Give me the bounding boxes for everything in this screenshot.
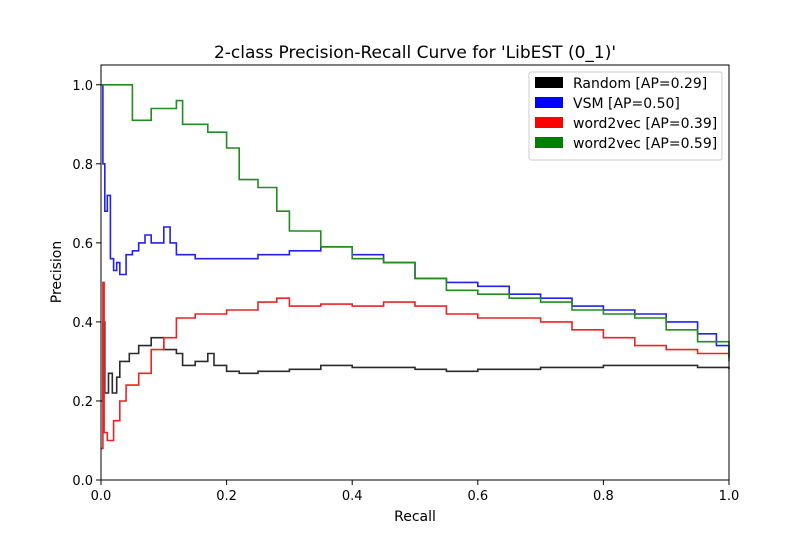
x-axis: 0.0 0.2 0.4 0.6 0.8 1.0: [91, 480, 740, 504]
series-line-3: [101, 84, 730, 362]
y-axis-label: Precision: [49, 241, 65, 303]
legend-swatch-0: [535, 77, 563, 88]
legend-label-1: VSM [AP=0.50]: [573, 96, 680, 112]
series-layer: [101, 84, 730, 450]
x-tick-label-5: 1.0: [719, 489, 740, 504]
legend-swatch-1: [535, 97, 563, 108]
chart-title: 2-class Precision-Recall Curve for 'LibE…: [214, 43, 616, 63]
series-line-2: [101, 281, 730, 450]
y-axis: 0.0 0.2 0.4 0.6 0.8 1.0: [72, 79, 101, 489]
legend-label-0: Random [AP=0.29]: [573, 76, 707, 92]
y-tick-label-1: 0.2: [72, 395, 93, 410]
series-line-1: [101, 84, 730, 358]
legend-swatch-3: [535, 137, 563, 148]
y-tick-label-3: 0.6: [72, 237, 93, 252]
x-tick-label-2: 0.4: [342, 489, 363, 504]
legend-label-2: word2vec [AP=0.39]: [573, 116, 717, 132]
x-axis-label: Recall: [394, 509, 436, 525]
y-tick-label-4: 0.8: [72, 158, 93, 173]
plot-frame: [100, 64, 730, 481]
legend-swatch-2: [535, 117, 563, 128]
legend-box: [528, 71, 723, 161]
series-line-0: [101, 321, 730, 402]
y-tick-label-5: 1.0: [72, 79, 93, 94]
x-tick-label-4: 0.8: [593, 489, 614, 504]
y-tick-label-2: 0.4: [72, 316, 93, 331]
legend: Random [AP=0.29] VSM [AP=0.50] word2vec [A…: [528, 71, 723, 161]
x-tick-label-0: 0.0: [91, 489, 112, 504]
legend-label-3: word2vec [AP=0.59]: [573, 136, 717, 152]
x-tick-label-3: 0.6: [467, 489, 488, 504]
x-tick-label-1: 0.2: [216, 489, 237, 504]
y-tick-label-0: 0.0: [72, 474, 93, 489]
